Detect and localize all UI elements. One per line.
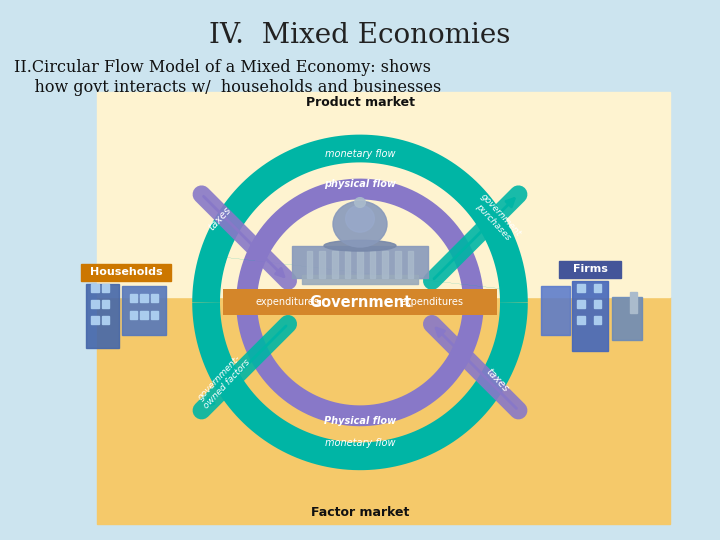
Bar — [122, 286, 166, 335]
Text: taxes: taxes — [483, 367, 510, 395]
Bar — [102, 316, 109, 324]
Bar — [332, 251, 338, 278]
Text: IV.  Mixed Economies: IV. Mixed Economies — [210, 22, 510, 49]
Bar — [572, 281, 608, 351]
Bar — [320, 251, 325, 278]
Text: monetary flow: monetary flow — [325, 149, 395, 159]
Bar — [140, 310, 148, 319]
Text: II.Circular Flow Model of a Mixed Economy: shows: II.Circular Flow Model of a Mixed Econom… — [14, 59, 431, 76]
Bar — [91, 316, 99, 324]
Bar — [345, 251, 351, 278]
Bar — [91, 284, 99, 292]
Bar — [151, 294, 158, 302]
Bar — [302, 275, 418, 284]
Bar — [130, 310, 137, 319]
Bar — [130, 294, 137, 302]
Bar — [97, 92, 670, 297]
Bar — [151, 310, 158, 319]
Ellipse shape — [346, 205, 374, 232]
Text: government
purchases: government purchases — [471, 192, 523, 246]
Bar — [140, 294, 148, 302]
Bar — [292, 246, 428, 278]
Bar — [594, 284, 601, 292]
Ellipse shape — [324, 240, 396, 251]
Bar — [357, 251, 363, 278]
Text: monetary flow: monetary flow — [325, 438, 395, 448]
Bar — [541, 286, 570, 335]
Bar — [612, 297, 642, 340]
Bar — [408, 251, 413, 278]
Bar — [395, 251, 400, 278]
Bar — [86, 284, 119, 348]
Text: taxes: taxes — [206, 205, 233, 233]
Text: Firms: Firms — [573, 265, 608, 274]
Bar — [382, 251, 388, 278]
Bar — [370, 251, 376, 278]
Bar — [307, 251, 312, 278]
Text: expenditures: expenditures — [256, 298, 320, 307]
Text: how govt interacts w/  households and businesses: how govt interacts w/ households and bus… — [14, 79, 441, 96]
Bar — [97, 297, 670, 524]
Bar — [223, 289, 497, 315]
Bar — [577, 300, 585, 308]
Text: government-
owned factors: government- owned factors — [194, 350, 252, 411]
Bar — [81, 264, 171, 281]
Bar — [102, 284, 109, 292]
Bar — [102, 300, 109, 308]
Text: Factor market: Factor market — [311, 507, 409, 519]
Text: Product market: Product market — [305, 96, 415, 109]
Bar — [630, 292, 637, 313]
Bar — [91, 300, 99, 308]
Text: physical flow: physical flow — [324, 179, 396, 188]
Bar — [559, 261, 621, 278]
Ellipse shape — [355, 198, 365, 207]
Text: Government: Government — [309, 295, 411, 310]
Text: expenditures: expenditures — [400, 298, 464, 307]
Ellipse shape — [333, 201, 387, 247]
Bar — [577, 316, 585, 324]
Text: Physical flow: Physical flow — [324, 416, 396, 426]
Bar — [594, 300, 601, 308]
Bar — [577, 284, 585, 292]
Text: Households: Households — [90, 267, 162, 277]
Bar — [594, 316, 601, 324]
